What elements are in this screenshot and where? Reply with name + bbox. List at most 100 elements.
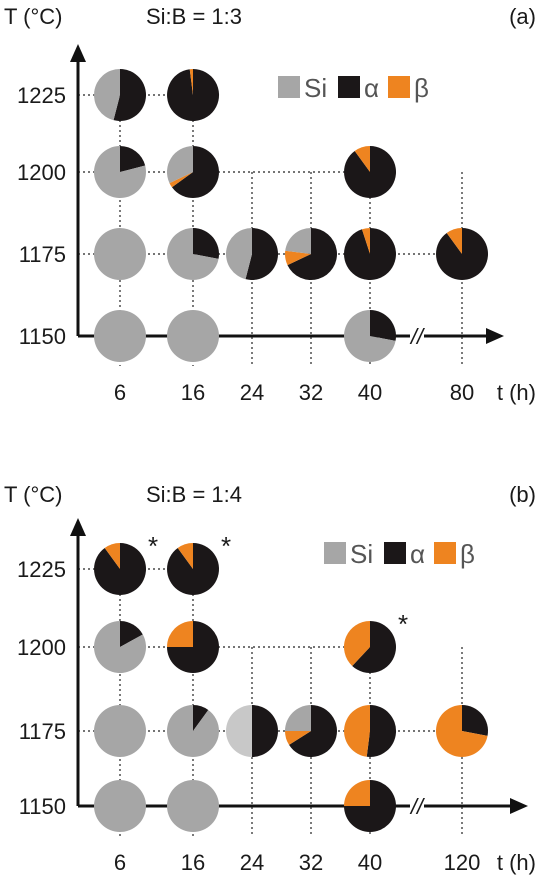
pie-1200-16h [166,146,220,199]
ratio-header: Si:B = 1:3 [146,4,242,29]
pie-slice-beta [344,780,370,806]
pie-slice-alpha [167,543,220,596]
pie-slice-alpha [245,227,279,280]
pie-slice-beta [104,543,120,569]
pie-slice-Si [94,780,146,832]
pie-1175-120h [436,705,489,757]
pie-asterisk: * [398,609,408,639]
y-tick-label: 1175 [19,242,66,267]
legend-swatch-beta [388,76,410,98]
legend-swatch-beta [434,542,456,564]
y-axis-arrow [70,44,86,62]
pie-slice-Si [167,310,219,362]
pie-slice-Si [344,310,396,362]
pie-slice-beta [169,172,193,188]
x-tick-label: 120 [444,850,481,875]
pie-slice-alpha [171,146,220,199]
legend-label-beta: β [460,539,475,569]
legend-label-beta: β [414,73,429,103]
pies: * * * [93,531,489,832]
pie-asterisk: * [221,531,231,561]
pie-slice-Si [226,705,252,757]
pie-slice-alpha [289,705,338,757]
legend-swatch-Si [278,76,300,98]
y-axis-label: T (°C) [4,482,63,507]
pie-slice-beta [344,705,370,757]
panel-a: T (°C) Si:B = 1:3 (a) // 1225 1200 1175 1150 6 16… [4,4,536,405]
pie-1200-40h [344,146,397,198]
pie-asterisk: * [148,531,158,561]
pie-slice-beta [167,621,193,647]
pie-slice-alpha [343,228,396,280]
pie-slice-Si [93,621,146,673]
pie-slice-Si [167,780,219,832]
pie-slice-Si [94,69,120,121]
x-axis-arrow [510,798,528,814]
legend-label-Si: Si [304,73,327,103]
y-tick-label: 1200 [17,635,66,660]
pie-1175-40h [343,228,396,280]
pie-slice-alpha [167,68,220,121]
pie-slice-alpha [462,705,489,736]
legend-label-alpha: α [410,539,425,569]
pie-slice-beta [436,705,488,757]
x-tick-label: 24 [240,380,264,405]
pie-1200-6h [93,145,146,199]
pie-1175-32h [285,705,338,757]
pie-slice-Si [93,145,146,199]
pie-slice-alpha [352,621,397,673]
legend-swatch-Si [324,542,346,564]
pie-1175-16h [167,228,220,280]
pie-1150-40h [344,310,397,362]
y-tick-label: 1150 [19,794,66,819]
panel-b: T (°C) Si:B = 1:4 (b) // 1225 1200 1175 1150 6 16… [4,482,536,875]
pie-slice-beta [285,731,311,745]
axis-break: // [409,324,425,349]
y-tick-label: 1225 [17,83,66,108]
pie-slice-alpha [120,621,143,647]
pie-1175-24h [226,705,278,757]
pie-1150-16h [167,310,219,362]
pie-slice-beta [354,146,370,172]
axis-break-gap [410,330,424,342]
pie-slice-Si [167,228,219,280]
pie-slice-Si [166,146,193,184]
pie-1150-40h [344,780,396,832]
pie-slice-alpha [436,228,489,280]
pie-slice-alpha [120,146,146,172]
pie-1175-16h [166,704,219,757]
legend: Si α β [324,539,475,569]
pie-slice-alpha [252,705,278,757]
pie-slice-beta [344,621,370,666]
pie-1200-6h [93,621,146,673]
panel-label: (a) [509,4,536,29]
legend: Si α β [278,73,429,103]
x-tick-label: 16 [181,380,205,405]
legend-swatch-alpha [384,542,406,564]
pie-slice-beta [285,250,311,266]
pie-slice-Si [94,705,146,757]
pie-1225-6h [94,69,147,121]
pies [93,68,489,362]
y-axis-arrow [70,518,86,536]
pie-1175-6h [94,705,146,757]
pie-1150-16h [167,780,219,832]
y-tick-label: 1200 [17,160,66,185]
pie-slice-alpha [287,228,337,280]
x-tick-label: 80 [450,380,474,405]
pie-slice-Si [166,704,219,757]
pie-1225-16h: * [167,531,231,596]
legend-label-alpha: α [364,73,379,103]
pie-slice-alpha [366,704,397,757]
y-tick-label: 1225 [17,557,66,582]
pie-slice-alpha [370,310,397,341]
pie-slice-beta [189,69,193,95]
pie-1175-6h [94,228,146,280]
pie-slice-beta [446,228,462,254]
x-tick-label: 16 [181,850,205,875]
x-tick-label: 32 [299,380,323,405]
x-tick-label: 6 [114,380,126,405]
x-tick-label: 32 [299,850,323,875]
legend-label-Si: Si [350,539,373,569]
